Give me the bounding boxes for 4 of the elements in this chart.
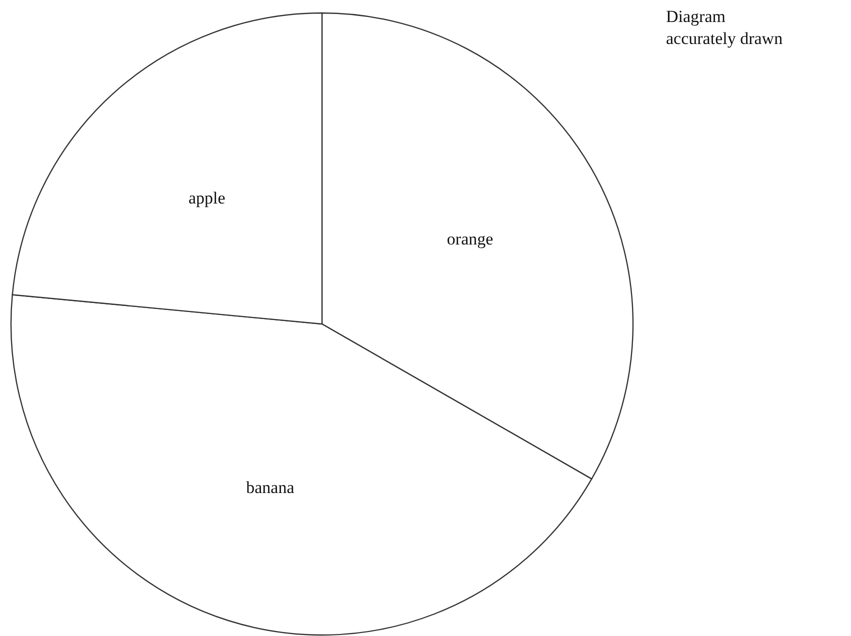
slice-label: apple xyxy=(188,188,226,208)
text: Diagram accurately drawn xyxy=(666,7,784,48)
slice-label: orange xyxy=(446,229,494,248)
slice-label: banana xyxy=(246,478,295,497)
